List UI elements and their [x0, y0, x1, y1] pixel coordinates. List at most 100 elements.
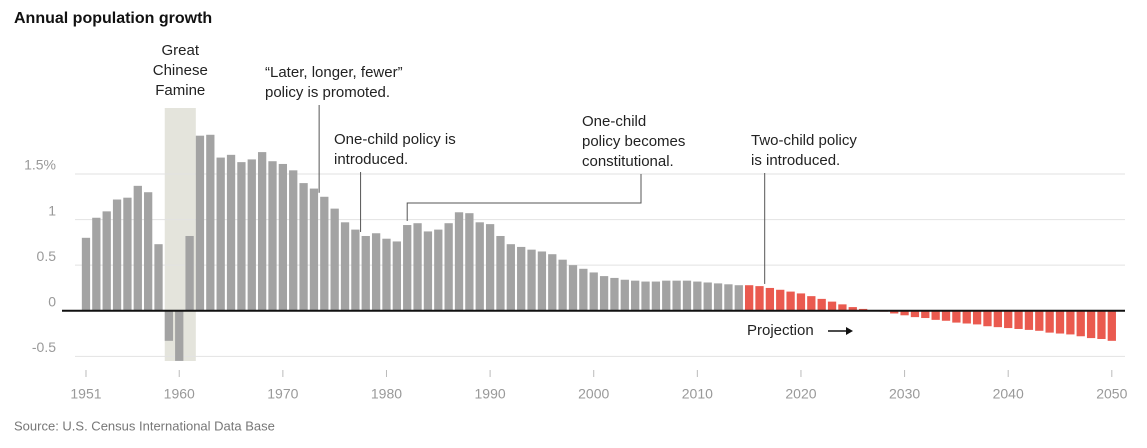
bar [848, 307, 857, 311]
bar [993, 310, 1002, 328]
bar [558, 259, 567, 311]
bar [610, 277, 619, 311]
bar [382, 238, 391, 311]
bar [123, 197, 132, 311]
bar [1035, 310, 1044, 331]
bar [827, 301, 837, 311]
annotation-text: is introduced. [751, 152, 840, 169]
bar [745, 285, 754, 311]
bar [776, 289, 785, 311]
bar [102, 211, 111, 311]
source: Source: U.S. Census International Data B… [14, 418, 275, 433]
bar [517, 246, 526, 311]
bar [496, 235, 505, 311]
x-tick-label: 2000 [578, 386, 609, 402]
bar [403, 225, 412, 311]
bar [506, 244, 515, 311]
bar [890, 310, 899, 314]
x-tick-label: 2010 [682, 386, 713, 402]
bar [662, 280, 671, 311]
bar [579, 268, 588, 311]
bar [1086, 310, 1096, 339]
annotation-text: introduced. [334, 151, 408, 168]
bar [1014, 310, 1023, 329]
bar [216, 157, 225, 311]
bar [247, 159, 256, 311]
bar [154, 244, 163, 311]
bar [320, 196, 329, 311]
bar [703, 282, 712, 311]
annotation-text: Two-child policy [751, 132, 857, 149]
annotation-text: One-child [582, 113, 646, 130]
bar [112, 199, 122, 311]
y-tick-label: 1.5% [24, 157, 56, 173]
chart-title: Annual population growth [14, 10, 212, 27]
annotation-text: constitutional. [582, 153, 674, 170]
bar [537, 251, 547, 311]
bar [392, 241, 401, 311]
annotation-text: “Later, longer, fewer” [265, 64, 403, 81]
bar [672, 280, 681, 311]
bar [755, 286, 764, 311]
bar [289, 170, 298, 311]
bar [1045, 310, 1054, 333]
bar [962, 310, 971, 324]
bar [941, 310, 951, 321]
bar [330, 208, 339, 311]
y-tick-label: 0.5 [37, 248, 57, 264]
bar [1055, 310, 1065, 334]
bar [796, 293, 806, 311]
x-tick-label: 2030 [889, 386, 920, 402]
bar [724, 284, 733, 311]
bar [475, 222, 484, 311]
bar [765, 287, 775, 311]
bar [92, 217, 101, 311]
bar [1076, 310, 1085, 337]
y-tick-label: 1 [48, 202, 56, 218]
annotation-text: policy is promoted. [265, 84, 390, 101]
bar [651, 281, 661, 311]
bar [548, 254, 557, 311]
bar [340, 222, 350, 311]
y-tick-label: 0 [48, 293, 56, 309]
x-tick-label: 2020 [785, 386, 816, 402]
bar [983, 310, 992, 327]
bar [910, 310, 920, 318]
y-tick-label: -0.5 [32, 339, 56, 355]
bar [568, 265, 578, 311]
bar [900, 310, 909, 316]
bar [1097, 310, 1106, 340]
bar [351, 229, 360, 311]
bar [465, 213, 474, 311]
bar [164, 310, 174, 341]
annotation-leader [406, 174, 642, 222]
bar [485, 224, 495, 311]
bar [693, 281, 702, 311]
bar [734, 285, 743, 311]
x-tick-label: 1990 [475, 386, 506, 402]
bar [206, 134, 215, 311]
x-tick-label: 1960 [164, 386, 195, 402]
projection-label: Projection [747, 322, 814, 339]
x-tick-label: 1980 [371, 386, 402, 402]
bar [1107, 310, 1116, 341]
bar [952, 310, 961, 323]
bar [257, 152, 267, 311]
bar [133, 185, 142, 311]
annotation-text: One-child policy is [334, 131, 456, 148]
bar [589, 272, 598, 311]
bar [361, 235, 370, 311]
x-tick-label: 1970 [267, 386, 298, 402]
bar [972, 310, 982, 325]
famine-label: Chinese [153, 62, 208, 79]
annotation-text: policy becomes [582, 133, 685, 150]
x-tick-label: 2050 [1096, 386, 1127, 402]
bar [631, 280, 640, 311]
bar [786, 291, 795, 311]
bar [268, 161, 277, 311]
bar [1024, 310, 1034, 330]
bar [599, 276, 609, 311]
bar [838, 304, 847, 311]
